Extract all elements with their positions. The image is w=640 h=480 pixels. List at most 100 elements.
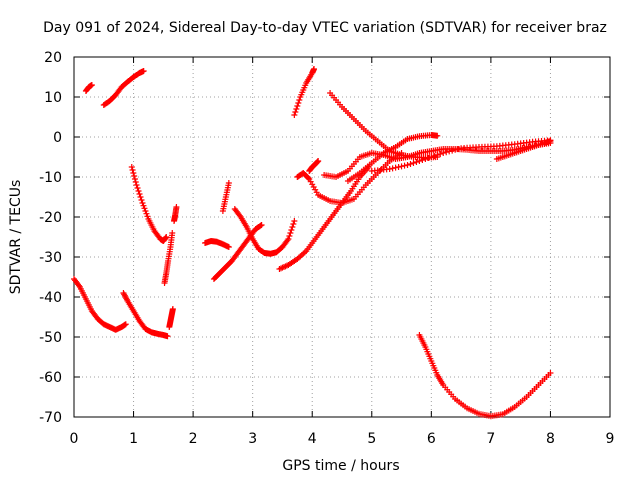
y-axis-label: SDTVAR / TECUs: [8, 180, 24, 295]
data-point: [437, 151, 444, 157]
data-point: [407, 161, 414, 167]
data-point: [291, 218, 298, 224]
data-point: [164, 333, 171, 340]
data-point: [225, 180, 232, 186]
data-track: [82, 82, 95, 94]
data-track: [100, 68, 147, 108]
x-tick-label: 7: [486, 431, 495, 447]
data-point: [140, 202, 147, 209]
data-point: [169, 306, 176, 312]
y-tick-label: -40: [39, 290, 62, 306]
data-point: [139, 200, 146, 206]
data-point: [286, 233, 293, 239]
data-track: [71, 276, 129, 333]
data-point: [547, 370, 554, 376]
data-point: [135, 188, 142, 194]
data-point: [131, 173, 138, 179]
data-point: [138, 197, 145, 203]
data-point: [455, 146, 462, 152]
data-point: [130, 170, 137, 176]
x-tick-label: 0: [70, 431, 79, 447]
data-point: [287, 230, 294, 236]
data-track: [306, 158, 322, 174]
y-tick-labels: 20 10 0 -10 -20 -30 -40 -50 -60 -70: [39, 50, 62, 426]
data-point: [169, 230, 176, 236]
y-tick-label: 20: [44, 50, 62, 66]
data-point: [293, 106, 300, 112]
data-point: [425, 155, 432, 161]
data-point: [141, 205, 148, 212]
data-point: [291, 112, 298, 118]
x-tick-labels: 0 1 2 3 4 5 6 7 8 9: [70, 431, 615, 447]
data-track: [291, 66, 318, 118]
data-point: [121, 291, 128, 298]
y-tick-label: 10: [44, 90, 62, 106]
data-point: [258, 222, 265, 228]
data-point: [401, 162, 408, 169]
data-track: [161, 230, 176, 286]
data-point: [315, 158, 322, 164]
data-point: [311, 66, 318, 72]
x-tick-label: 1: [129, 431, 138, 447]
data-point: [225, 244, 232, 250]
data-point: [143, 210, 150, 217]
x-tick-label: 5: [367, 431, 376, 447]
chart-title: Day 091 of 2024, Sidereal Day-to-day VTE…: [43, 20, 607, 36]
data-point: [142, 208, 149, 214]
axis-ticks: [73, 56, 611, 418]
data-point: [305, 175, 312, 181]
data-point: [446, 148, 453, 155]
data-point: [422, 156, 429, 162]
data-track: [128, 164, 170, 244]
data-point: [434, 152, 441, 158]
data-point: [440, 150, 447, 156]
data-point: [292, 109, 299, 115]
data-point: [257, 222, 264, 229]
data-point: [132, 179, 139, 185]
data-track: [493, 138, 554, 162]
data-track: [171, 204, 180, 224]
data-point: [295, 100, 302, 106]
data-track: [368, 137, 554, 174]
data-point: [136, 191, 143, 197]
data-track: [166, 306, 176, 330]
data-track: [219, 180, 232, 214]
data-point: [284, 237, 291, 244]
data-points: [71, 66, 554, 420]
data-point: [173, 204, 180, 210]
data-point: [121, 292, 128, 299]
data-point: [122, 321, 129, 328]
data-point: [410, 160, 417, 166]
data-point: [389, 165, 396, 172]
y-tick-label: -60: [39, 370, 62, 386]
data-point: [288, 227, 295, 233]
y-tick-label: -70: [39, 410, 62, 426]
data-point: [395, 164, 402, 170]
x-tick-label: 8: [546, 431, 555, 447]
data-point: [290, 221, 297, 227]
x-axis-label: GPS time / hours: [282, 458, 399, 474]
data-point: [431, 153, 438, 159]
data-point: [120, 290, 127, 296]
data-point: [122, 294, 129, 300]
data-track: [276, 164, 372, 272]
data-point: [449, 147, 456, 154]
data-point: [285, 236, 292, 242]
x-tick-label: 6: [427, 431, 436, 447]
data-point: [144, 213, 151, 220]
data-point: [163, 234, 170, 240]
data-point: [289, 224, 296, 230]
y-tick-label: -50: [39, 330, 62, 346]
data-point: [419, 157, 426, 163]
data-point: [452, 146, 459, 153]
x-tick-label: 2: [189, 431, 198, 447]
y-tick-label: -30: [39, 250, 62, 266]
data-point: [434, 132, 441, 139]
x-tick-label: 9: [606, 431, 615, 447]
data-point: [416, 158, 423, 164]
data-track: [210, 222, 265, 282]
data-point: [428, 154, 435, 160]
data-point: [294, 103, 301, 109]
data-track: [202, 238, 232, 250]
